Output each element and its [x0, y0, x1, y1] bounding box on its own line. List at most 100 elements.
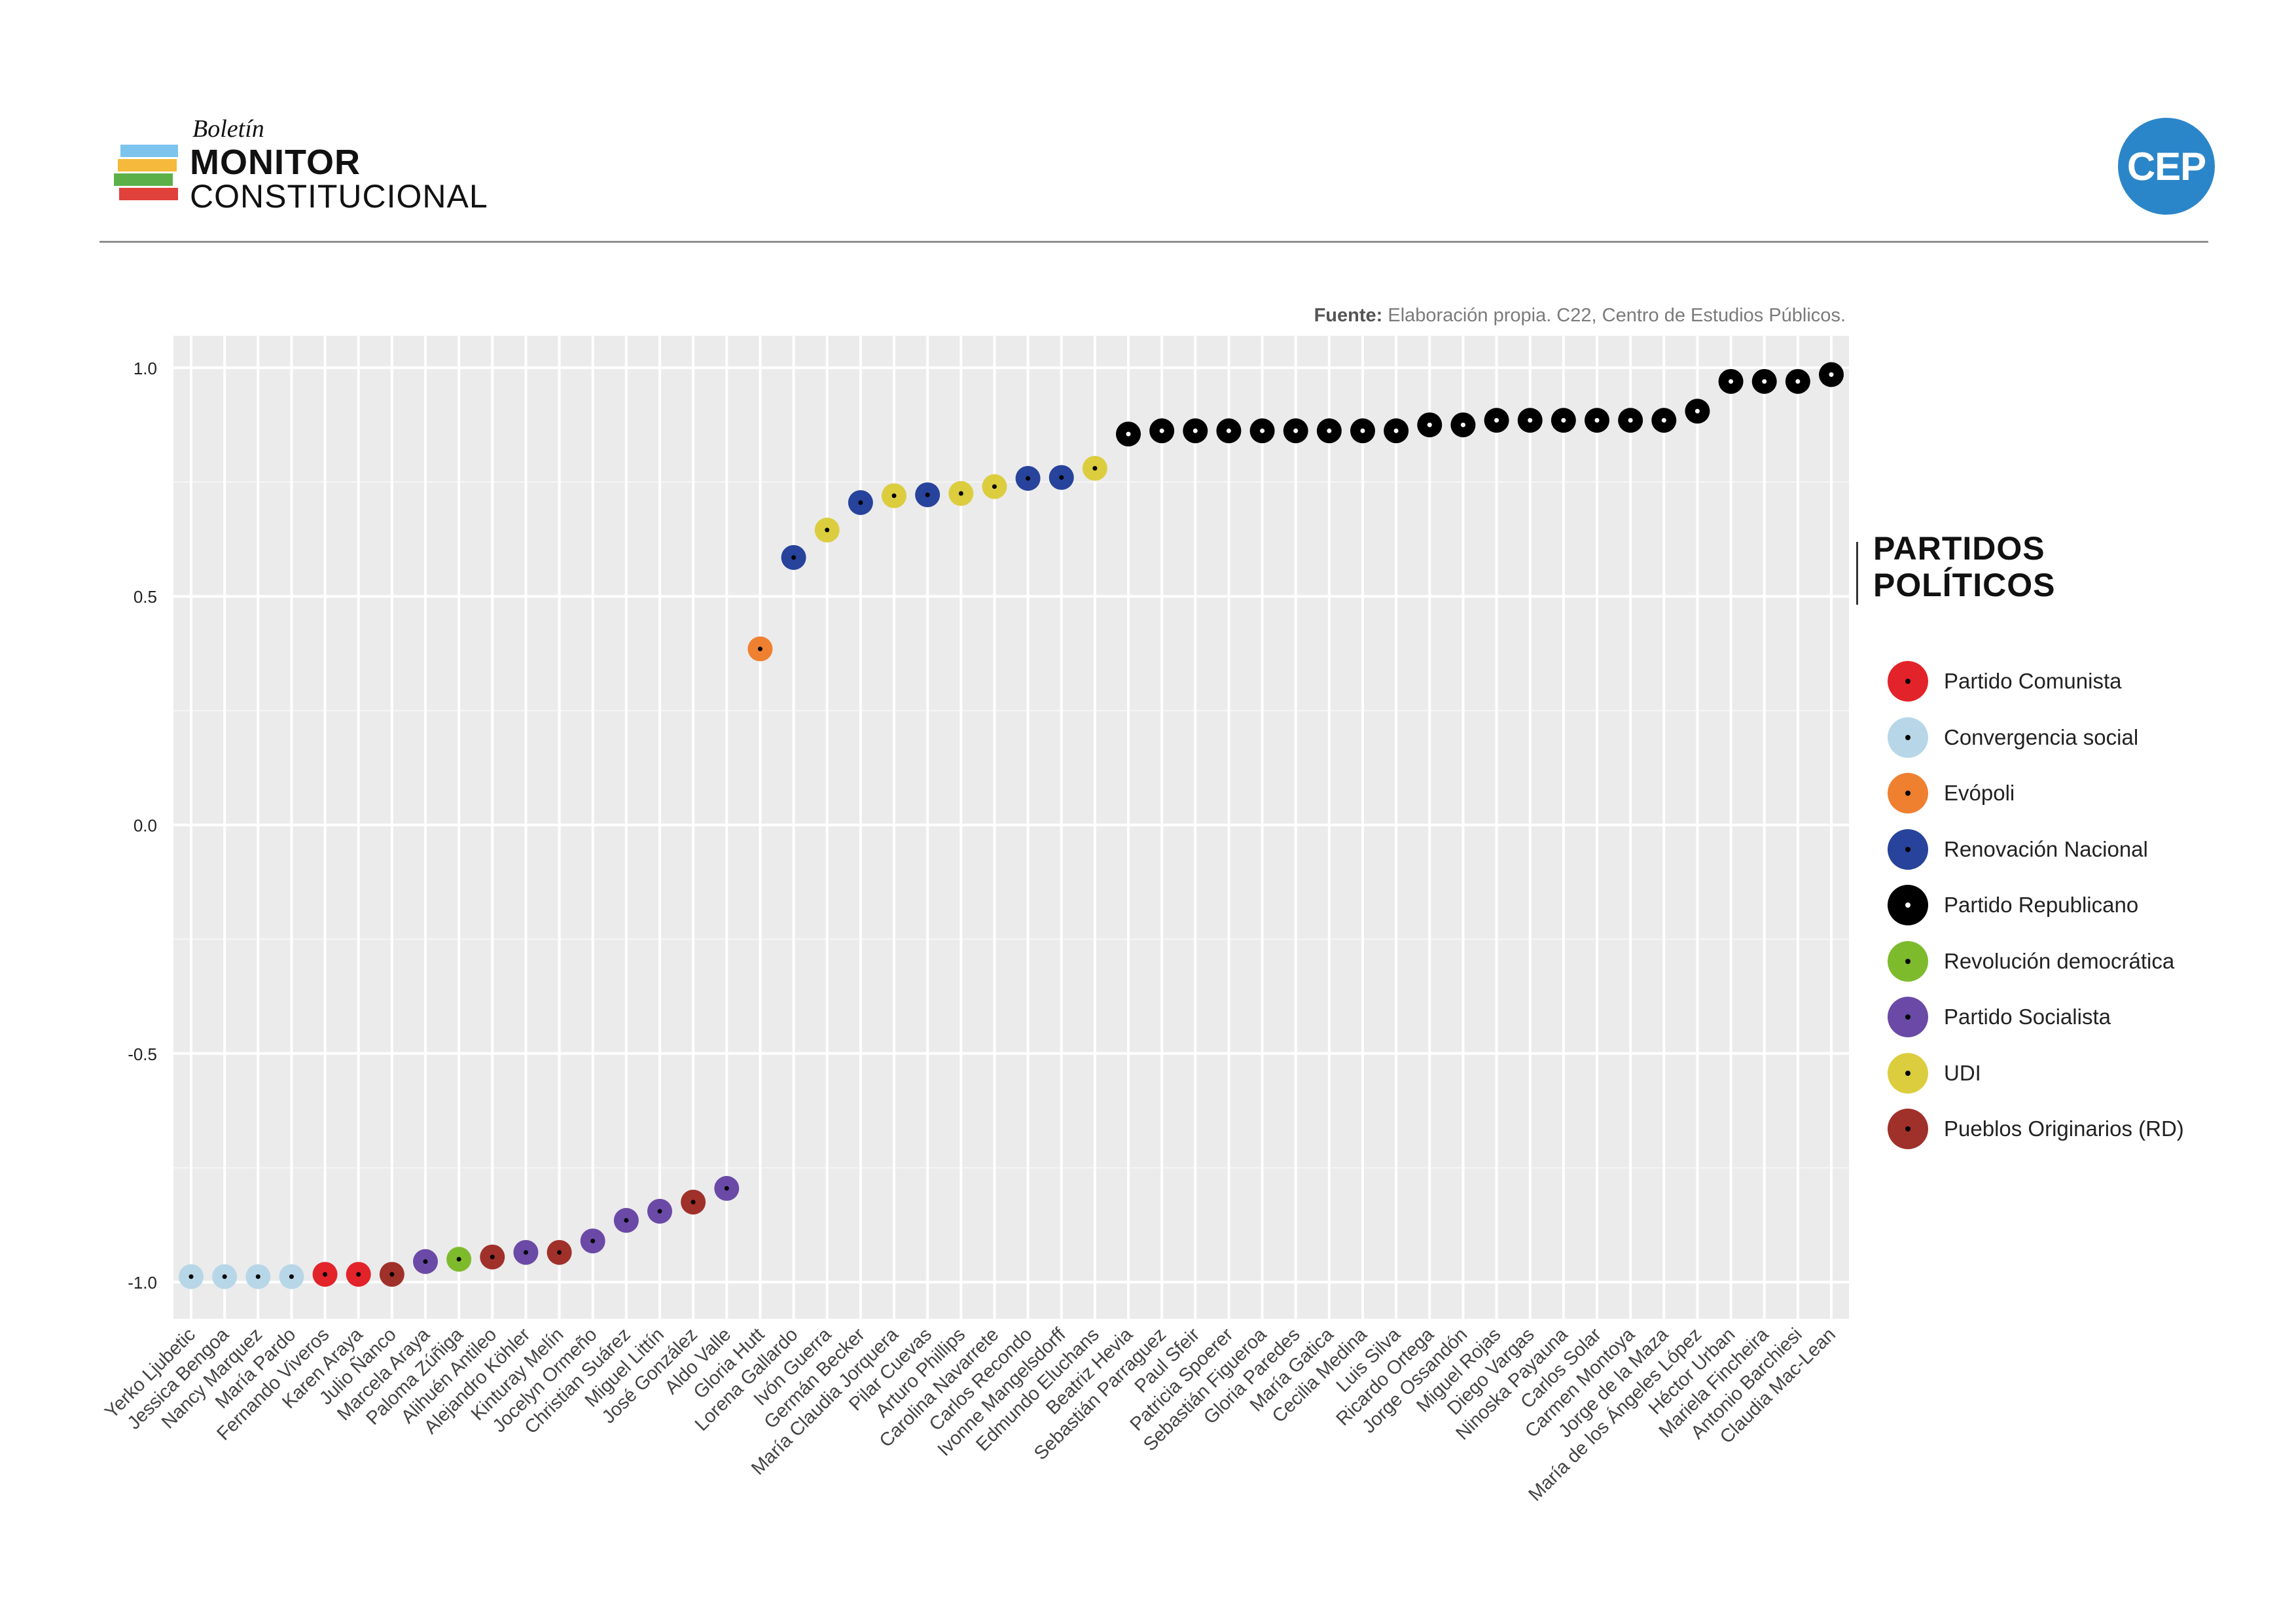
data-point-center	[958, 491, 963, 496]
legend-swatch-icon	[1888, 885, 1928, 925]
data-point-center	[1026, 476, 1031, 481]
data-point	[1316, 418, 1342, 444]
data-point	[714, 1175, 740, 1201]
data-point	[580, 1228, 605, 1254]
data-point	[1585, 408, 1609, 433]
data-point-center	[222, 1274, 227, 1279]
data-point-center	[1126, 431, 1131, 437]
data-point	[513, 1240, 539, 1265]
data-point	[1751, 368, 1777, 394]
data-point	[1651, 408, 1677, 433]
data-point	[1116, 421, 1141, 447]
data-point-center	[657, 1209, 662, 1214]
data-point-center	[289, 1274, 294, 1279]
source-label: Fuente:	[1314, 305, 1383, 326]
data-point-center	[791, 555, 797, 560]
data-point-center	[825, 527, 830, 533]
data-point	[179, 1264, 204, 1289]
legend-label: Partido Comunista	[1944, 669, 2122, 693]
data-point	[480, 1244, 505, 1270]
data-point-center	[523, 1250, 528, 1255]
brand-boletin: Boletín	[192, 115, 264, 143]
data-point	[1183, 418, 1208, 444]
legend-swatch-icon	[1888, 829, 1928, 870]
y-tick-label: 0.0	[134, 816, 157, 836]
data-point-center	[1193, 428, 1198, 433]
data-point	[413, 1249, 438, 1274]
legend-title-line: POLÍTICOS	[1873, 567, 2056, 603]
data-point	[1450, 412, 1476, 438]
data-point	[613, 1207, 639, 1233]
data-point	[915, 482, 941, 508]
data-point	[948, 481, 974, 507]
legend-label: UDI	[1944, 1060, 1981, 1085]
data-point	[747, 636, 773, 662]
legend-label: Partido Republicano	[1944, 893, 2139, 917]
data-point-center	[1059, 475, 1064, 480]
data-point-center	[1393, 428, 1399, 433]
brand-stripe	[120, 145, 178, 157]
legend-swatch-icon	[1888, 773, 1928, 813]
brand-constitucional: CONSTITUCIONAL	[190, 178, 488, 215]
data-point	[1015, 465, 1041, 491]
data-point-center	[1729, 379, 1734, 384]
data-point	[848, 490, 873, 515]
data-point	[1216, 418, 1242, 444]
data-point	[312, 1262, 338, 1287]
data-point-center	[1092, 466, 1098, 471]
data-point-center	[1360, 428, 1365, 433]
data-point-center	[1594, 418, 1600, 423]
data-point-center	[590, 1238, 596, 1243]
data-point	[1384, 418, 1409, 444]
legend-swatch-icon	[1888, 940, 1928, 982]
data-point-center	[456, 1257, 461, 1262]
brand-stripe	[114, 173, 173, 186]
data-point-center	[1260, 428, 1265, 433]
data-point-center	[1293, 428, 1299, 433]
data-point	[547, 1240, 572, 1265]
brand-logo: Boletín MONITOR CONSTITUCIONAL	[113, 115, 531, 219]
data-point-center	[490, 1255, 495, 1260]
data-point	[1484, 408, 1509, 433]
data-point	[982, 474, 1007, 499]
data-point-center	[1528, 418, 1533, 423]
data-point	[1350, 418, 1375, 444]
data-point	[1819, 362, 1844, 387]
y-tick-label: 0.5	[134, 587, 157, 607]
data-point	[1785, 368, 1810, 394]
data-point-center	[1226, 428, 1231, 433]
data-point	[1551, 408, 1576, 433]
data-point	[212, 1264, 238, 1289]
legend-divider	[1856, 542, 1858, 605]
data-point-center	[557, 1250, 562, 1255]
data-point	[781, 544, 806, 570]
data-point-center	[389, 1272, 395, 1277]
data-point	[681, 1189, 706, 1215]
data-point-center	[323, 1272, 328, 1277]
data-point-center	[188, 1274, 194, 1279]
data-point-center	[1661, 418, 1666, 423]
legend-label: Pueblos Originarios (RD)	[1944, 1116, 2184, 1141]
data-point-center	[423, 1259, 428, 1264]
data-point	[1049, 465, 1074, 490]
brand-monitor: MONITOR	[190, 143, 361, 182]
data-point-center	[1695, 408, 1700, 414]
data-point-center	[724, 1186, 729, 1191]
legend-label: Renovación Nacional	[1944, 836, 2148, 861]
data-point	[1517, 408, 1543, 433]
data-point	[245, 1264, 271, 1289]
data-point	[1149, 418, 1175, 444]
data-point-center	[1427, 422, 1432, 427]
data-point-center	[1829, 372, 1834, 377]
legend-swatch-icon	[1888, 997, 1928, 1037]
legend-label: Convergencia social	[1944, 724, 2139, 749]
data-point	[346, 1262, 371, 1287]
legend-label: Evópoli	[1944, 781, 2015, 805]
data-point	[1618, 408, 1643, 433]
data-point	[1718, 368, 1744, 394]
legend-swatch-icon	[1888, 1109, 1928, 1149]
brand-stripes-icon	[113, 145, 178, 202]
data-point	[1417, 412, 1443, 438]
